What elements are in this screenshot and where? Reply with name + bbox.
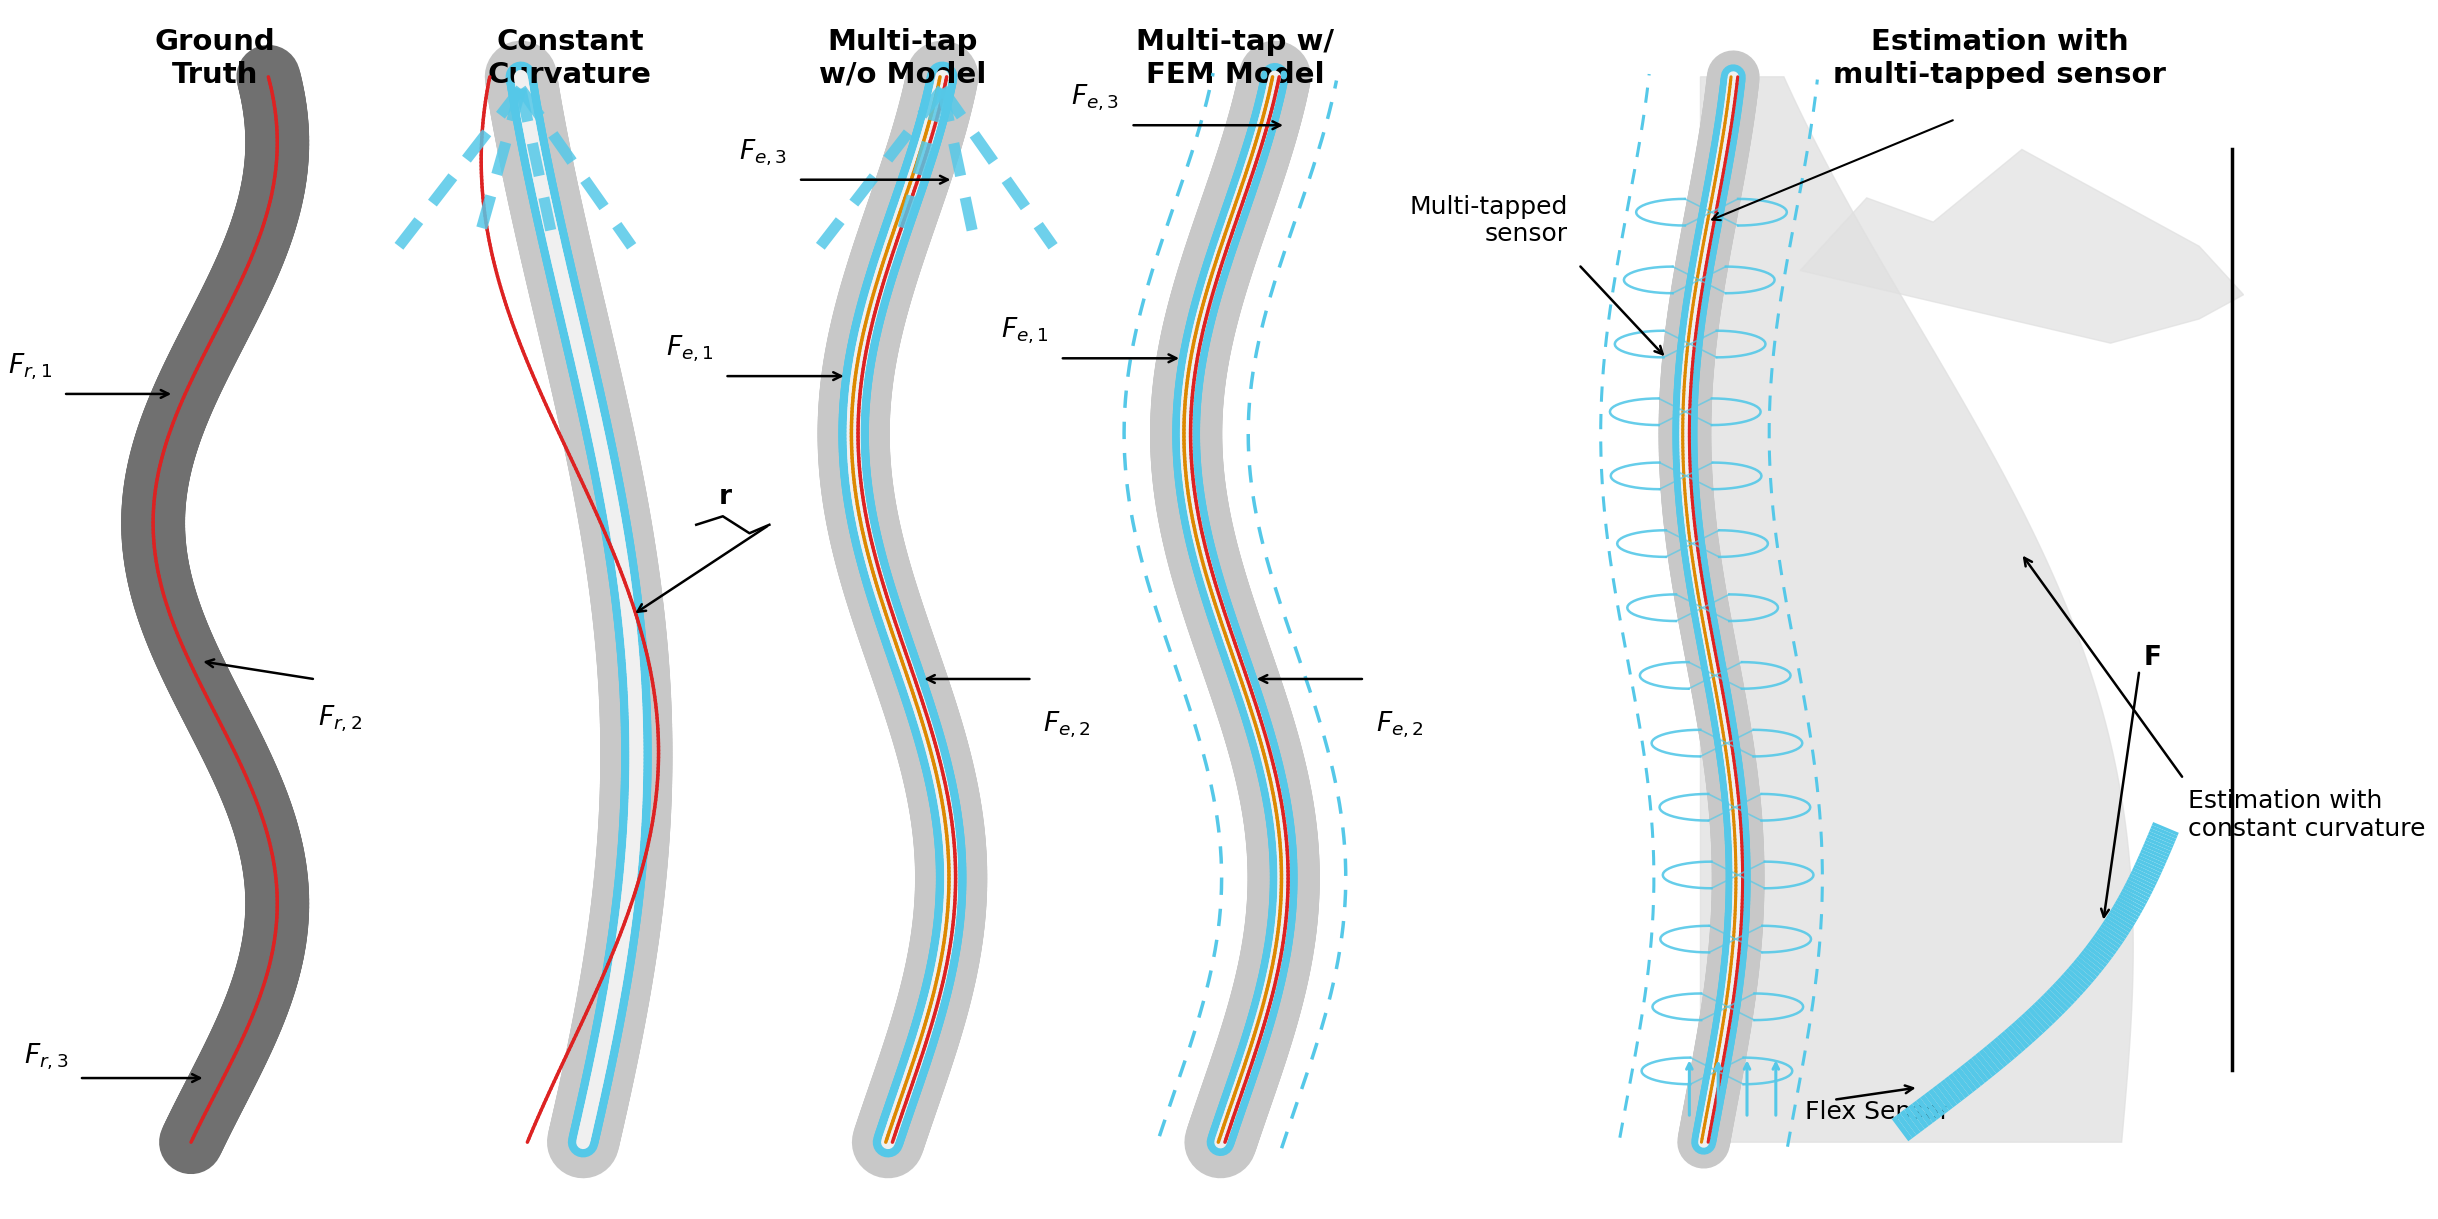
Text: Multi-tap w/
FEM Model: Multi-tap w/ FEM Model	[1136, 28, 1334, 89]
Text: F: F	[2143, 645, 2163, 670]
Text: $F_{e,3}$: $F_{e,3}$	[739, 138, 787, 167]
Text: Multi-tap
w/o Model: Multi-tap w/o Model	[819, 28, 985, 89]
Text: Estimation with
multi-tapped sensor: Estimation with multi-tapped sensor	[1833, 28, 2165, 89]
Text: r: r	[719, 484, 731, 510]
Polygon shape	[1699, 77, 2133, 1142]
Text: Estimation with
constant curvature: Estimation with constant curvature	[2189, 790, 2426, 841]
Text: $F_{r,1}$: $F_{r,1}$	[7, 351, 51, 382]
Text: $F_{e,1}$: $F_{e,1}$	[1002, 316, 1048, 346]
Text: $F_{e,3}$: $F_{e,3}$	[1070, 83, 1119, 113]
Text: $F_{e,1}$: $F_{e,1}$	[666, 334, 714, 364]
Text: $F_{e,2}$: $F_{e,2}$	[1043, 709, 1092, 740]
Text: $F_{e,2}$: $F_{e,2}$	[1375, 709, 1424, 740]
Text: Flex Sensor: Flex Sensor	[1804, 1100, 1950, 1124]
Text: Multi-tapped
sensor: Multi-tapped sensor	[1409, 195, 1568, 246]
Text: $F_{r,2}$: $F_{r,2}$	[317, 703, 363, 734]
Text: Ground
Truth: Ground Truth	[154, 28, 275, 89]
Text: Constant
Curvature: Constant Curvature	[488, 28, 651, 89]
Text: $F_{r,3}$: $F_{r,3}$	[24, 1041, 68, 1072]
Polygon shape	[1799, 150, 2243, 344]
